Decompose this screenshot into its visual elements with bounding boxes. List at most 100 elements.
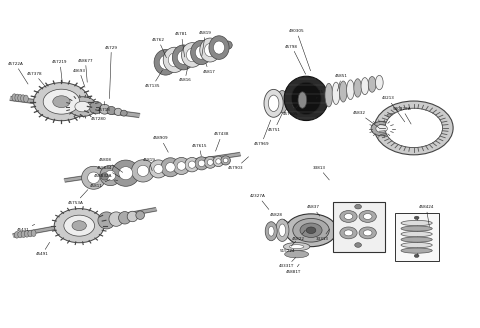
Ellipse shape xyxy=(353,217,361,236)
Circle shape xyxy=(355,204,361,209)
Ellipse shape xyxy=(18,231,23,238)
Circle shape xyxy=(54,209,104,243)
Text: 45808: 45808 xyxy=(99,158,123,173)
Text: 45816: 45816 xyxy=(179,67,191,82)
Ellipse shape xyxy=(127,211,138,222)
Ellipse shape xyxy=(207,159,213,165)
Circle shape xyxy=(371,121,392,136)
Ellipse shape xyxy=(300,223,322,237)
Ellipse shape xyxy=(105,171,116,180)
Ellipse shape xyxy=(166,162,175,172)
Text: 457378: 457378 xyxy=(27,72,46,88)
Circle shape xyxy=(340,227,357,239)
Ellipse shape xyxy=(114,108,122,115)
Ellipse shape xyxy=(163,47,186,72)
Ellipse shape xyxy=(387,113,396,117)
Circle shape xyxy=(414,216,419,219)
Ellipse shape xyxy=(112,160,140,186)
Ellipse shape xyxy=(177,51,190,64)
Ellipse shape xyxy=(264,89,283,117)
Ellipse shape xyxy=(401,237,432,242)
Ellipse shape xyxy=(137,165,149,176)
Ellipse shape xyxy=(401,220,432,226)
Text: 45722A: 45722A xyxy=(7,62,28,84)
Ellipse shape xyxy=(283,243,310,251)
Ellipse shape xyxy=(298,92,307,108)
Ellipse shape xyxy=(306,227,316,234)
Ellipse shape xyxy=(98,212,115,229)
Ellipse shape xyxy=(276,91,288,113)
Ellipse shape xyxy=(339,81,347,102)
Text: 33813: 33813 xyxy=(312,166,329,180)
Ellipse shape xyxy=(159,55,172,69)
Ellipse shape xyxy=(347,80,354,100)
Circle shape xyxy=(344,214,353,219)
Text: 43213: 43213 xyxy=(382,96,405,122)
Text: 45781: 45781 xyxy=(175,32,188,57)
Ellipse shape xyxy=(401,226,432,231)
Ellipse shape xyxy=(375,75,383,90)
Ellipse shape xyxy=(198,160,205,167)
Ellipse shape xyxy=(154,164,163,174)
Ellipse shape xyxy=(214,41,225,54)
Text: 45837: 45837 xyxy=(306,205,320,216)
Ellipse shape xyxy=(136,211,144,219)
Text: 457219: 457219 xyxy=(52,60,68,82)
Text: 45491: 45491 xyxy=(36,242,49,256)
Circle shape xyxy=(363,214,372,219)
Circle shape xyxy=(75,101,90,112)
Ellipse shape xyxy=(132,160,155,182)
Ellipse shape xyxy=(401,232,432,237)
Ellipse shape xyxy=(154,50,177,75)
Text: 458424: 458424 xyxy=(419,205,434,227)
Text: 45822: 45822 xyxy=(292,230,305,241)
Text: 45828: 45828 xyxy=(269,213,289,223)
Ellipse shape xyxy=(119,212,131,224)
Ellipse shape xyxy=(12,94,17,101)
Text: 45718: 45718 xyxy=(98,101,111,112)
Ellipse shape xyxy=(325,83,333,107)
Ellipse shape xyxy=(18,94,23,102)
Ellipse shape xyxy=(276,219,289,241)
Ellipse shape xyxy=(216,159,221,164)
Ellipse shape xyxy=(268,95,279,112)
Ellipse shape xyxy=(109,212,123,226)
Text: 457135: 457135 xyxy=(145,70,162,88)
Circle shape xyxy=(363,230,372,236)
Text: 45753A: 45753A xyxy=(68,190,88,205)
Ellipse shape xyxy=(14,232,19,238)
Circle shape xyxy=(53,96,70,108)
Circle shape xyxy=(359,227,376,239)
Text: 457969: 457969 xyxy=(254,120,271,146)
Circle shape xyxy=(34,83,89,121)
Ellipse shape xyxy=(149,160,168,178)
Circle shape xyxy=(43,89,80,114)
Circle shape xyxy=(374,101,453,155)
Ellipse shape xyxy=(279,224,286,236)
Text: 45729: 45729 xyxy=(105,46,118,99)
Ellipse shape xyxy=(284,76,328,121)
Text: 45751: 45751 xyxy=(268,113,283,132)
Text: 45832: 45832 xyxy=(352,111,379,128)
Ellipse shape xyxy=(291,82,321,114)
Text: 45762: 45762 xyxy=(152,38,167,58)
Ellipse shape xyxy=(195,157,208,170)
Ellipse shape xyxy=(368,76,376,92)
Ellipse shape xyxy=(345,217,354,239)
Ellipse shape xyxy=(265,222,277,241)
Ellipse shape xyxy=(15,94,20,101)
Ellipse shape xyxy=(213,156,224,167)
Text: 45798: 45798 xyxy=(285,45,306,74)
Ellipse shape xyxy=(401,242,432,248)
Ellipse shape xyxy=(268,226,274,236)
Text: 45811: 45811 xyxy=(90,179,110,188)
Text: 457615: 457615 xyxy=(192,144,207,156)
Text: 458677: 458677 xyxy=(78,59,93,82)
Ellipse shape xyxy=(292,91,301,110)
Text: 45819: 45819 xyxy=(143,158,155,171)
Ellipse shape xyxy=(119,167,132,180)
Text: 42327A: 42327A xyxy=(250,194,269,210)
Ellipse shape xyxy=(209,36,229,59)
Ellipse shape xyxy=(120,110,127,116)
Polygon shape xyxy=(10,96,140,117)
